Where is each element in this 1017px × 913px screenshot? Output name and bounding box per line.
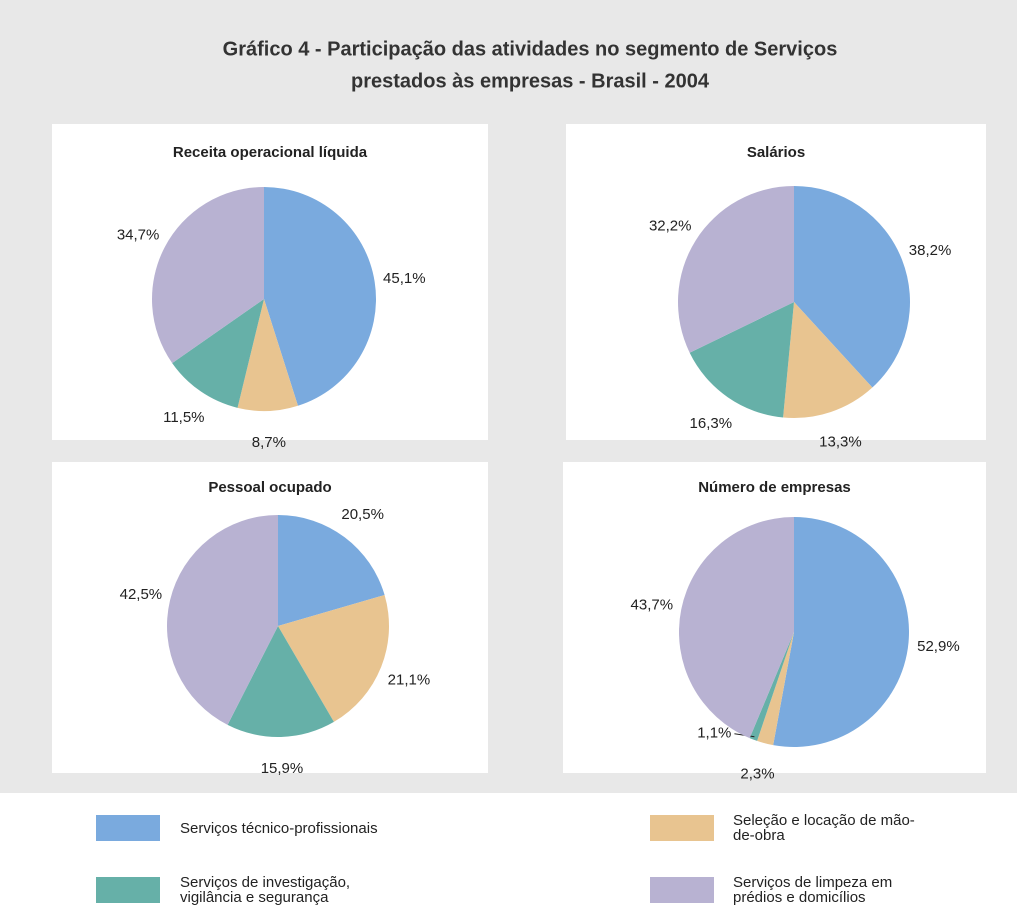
pie-slice bbox=[278, 515, 385, 626]
value-label: 11,5% bbox=[163, 409, 204, 426]
value-label: 13,3% bbox=[819, 433, 862, 450]
value-label: 8,7% bbox=[252, 434, 286, 451]
pie-title: Receita operacional líquida bbox=[173, 144, 368, 161]
pie-slice bbox=[264, 187, 376, 406]
value-label: 2,3% bbox=[740, 765, 774, 782]
legend-swatch bbox=[96, 877, 160, 903]
pie-slice bbox=[166, 515, 278, 725]
pie-slice bbox=[278, 595, 389, 722]
chart-title: prestados às empresas - Brasil - 2004 bbox=[351, 70, 710, 92]
pie-slice bbox=[783, 302, 873, 418]
value-label: 38,2% bbox=[909, 242, 952, 259]
legend-label: Serviços de limpeza em prédios e domicíl… bbox=[733, 874, 893, 906]
value-label: 21,1% bbox=[388, 671, 431, 688]
chart-title: Gráfico 4 - Participação das atividades … bbox=[223, 38, 838, 60]
pie-slice bbox=[678, 186, 794, 353]
value-label: 42,5% bbox=[120, 586, 163, 603]
pie-slice bbox=[773, 517, 910, 748]
legend-label: Serviços técnico-profissionais bbox=[180, 819, 378, 837]
pie-title: Número de empresas bbox=[698, 479, 851, 496]
value-label: 52,9% bbox=[917, 638, 960, 655]
pie-slice bbox=[749, 632, 794, 741]
legend-label: Serviços de investigação, vigilância e s… bbox=[180, 874, 351, 906]
pie-slice bbox=[172, 299, 264, 408]
value-label: 20,5% bbox=[341, 506, 384, 523]
pie-title: Salários bbox=[747, 144, 805, 161]
legend-label: Seleção e locação de mão-de-obra bbox=[733, 812, 915, 844]
value-label: 45,1% bbox=[383, 270, 426, 287]
value-label: 15,9% bbox=[261, 760, 304, 777]
value-label: 1,1% bbox=[697, 725, 731, 742]
legend-swatch bbox=[650, 815, 714, 841]
pie-slice bbox=[757, 632, 794, 746]
pie-slice bbox=[689, 302, 794, 418]
pie-slice bbox=[237, 299, 298, 411]
value-label: 32,2% bbox=[649, 218, 692, 235]
pie-slice bbox=[152, 187, 264, 364]
legend-swatch bbox=[650, 877, 714, 903]
pie-slice bbox=[227, 626, 334, 738]
pie-slice bbox=[679, 517, 794, 739]
pie-slice bbox=[794, 186, 910, 388]
legend-swatch bbox=[96, 815, 160, 841]
value-label: 34,7% bbox=[117, 226, 160, 243]
pie-title: Pessoal ocupado bbox=[208, 479, 331, 496]
value-label: 43,7% bbox=[631, 596, 674, 613]
value-label: 16,3% bbox=[690, 415, 733, 432]
